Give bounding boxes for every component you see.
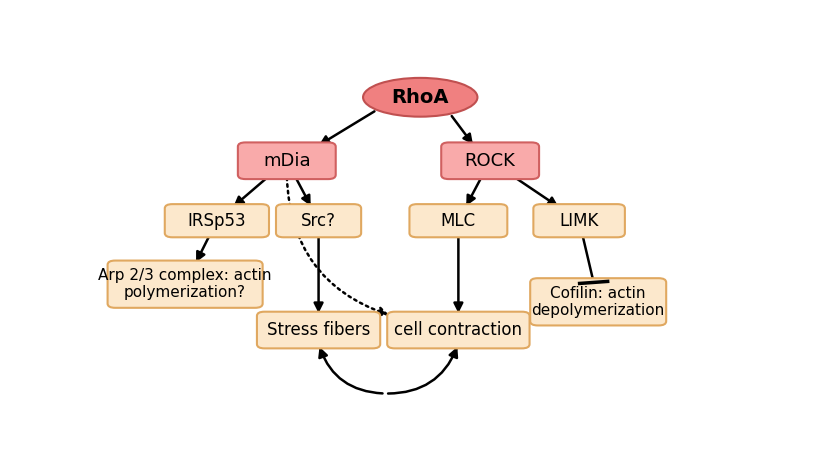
FancyBboxPatch shape — [532, 204, 624, 237]
FancyBboxPatch shape — [165, 204, 269, 237]
FancyBboxPatch shape — [107, 261, 262, 308]
Text: mDia: mDia — [263, 152, 310, 170]
Text: IRSp53: IRSp53 — [188, 212, 246, 230]
Text: Arp 2/3 complex: actin
polymerization?: Arp 2/3 complex: actin polymerization? — [98, 268, 272, 300]
Ellipse shape — [363, 78, 477, 117]
Text: Stress fibers: Stress fibers — [266, 321, 370, 339]
Text: cell contraction: cell contraction — [394, 321, 522, 339]
FancyBboxPatch shape — [276, 204, 360, 237]
FancyBboxPatch shape — [256, 312, 380, 349]
FancyBboxPatch shape — [387, 312, 529, 349]
Text: Cofilin: actin
depolymerization: Cofilin: actin depolymerization — [531, 286, 664, 318]
Text: ROCK: ROCK — [464, 152, 515, 170]
FancyBboxPatch shape — [409, 204, 507, 237]
FancyBboxPatch shape — [530, 278, 665, 326]
FancyBboxPatch shape — [441, 142, 538, 179]
Text: MLC: MLC — [441, 212, 475, 230]
Text: LIMK: LIMK — [559, 212, 598, 230]
Text: RhoA: RhoA — [391, 88, 449, 107]
Text: Src?: Src? — [301, 212, 336, 230]
FancyBboxPatch shape — [238, 142, 335, 179]
